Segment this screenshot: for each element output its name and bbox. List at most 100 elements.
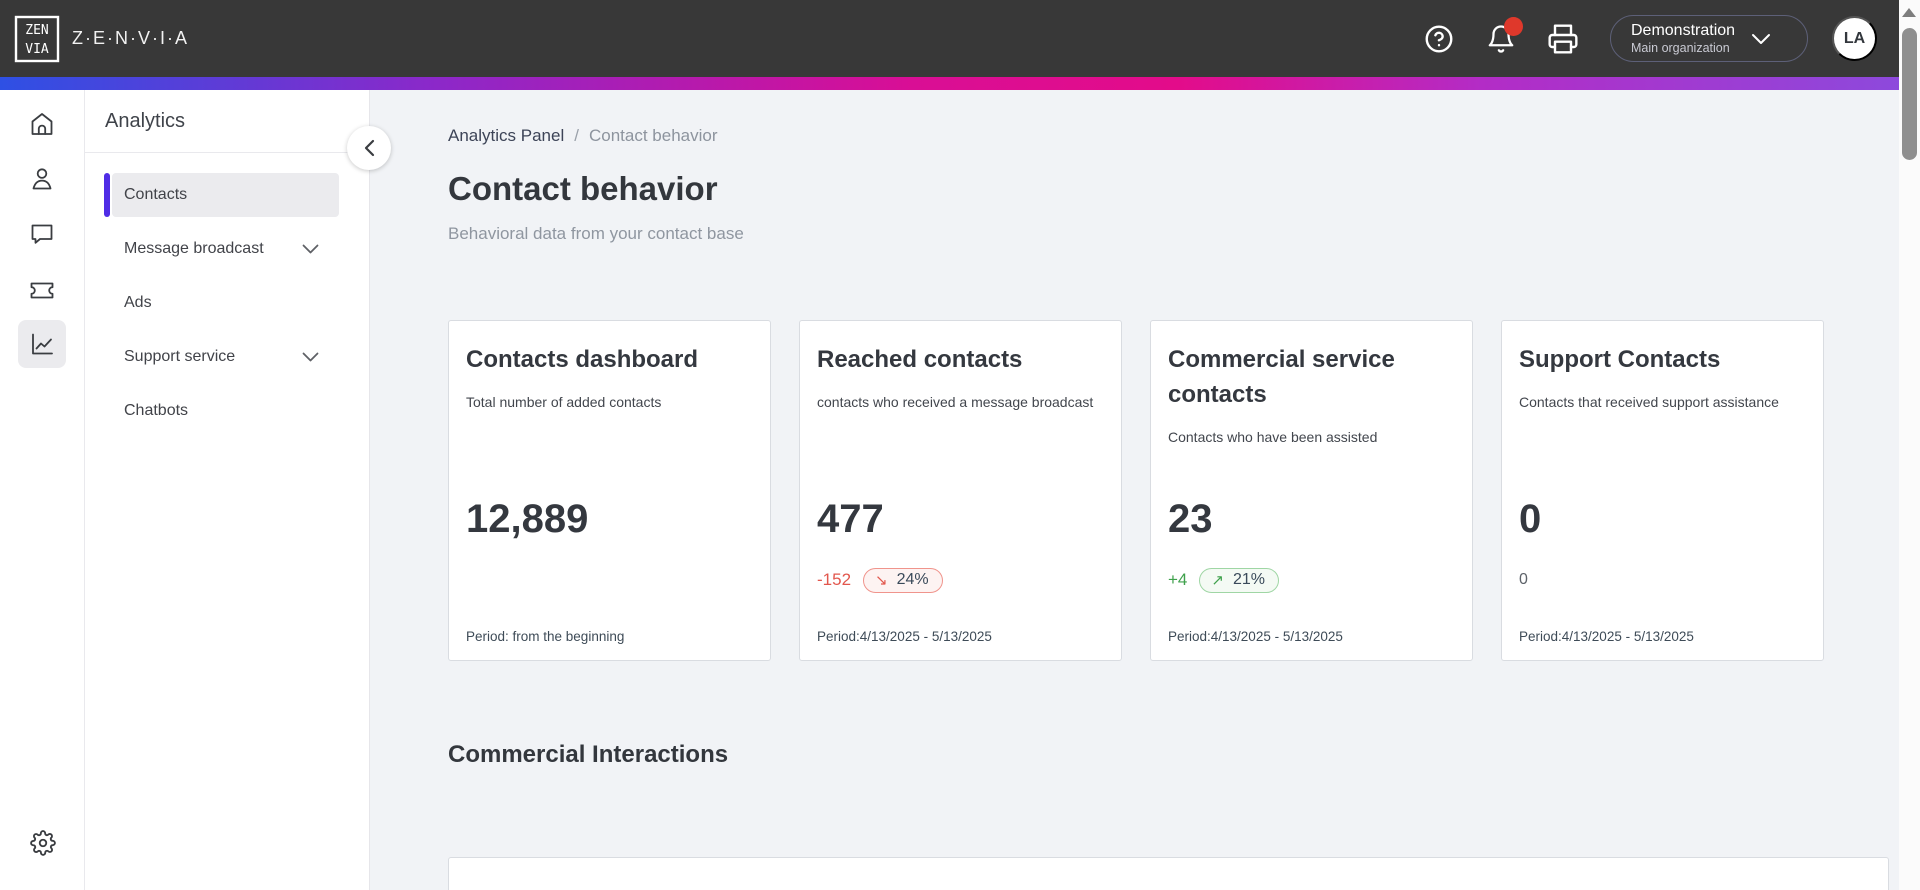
metric-card-support-contacts: Support Contacts Contacts that received … <box>1501 320 1824 661</box>
top-bar: ZEN VIA Z·E·N·V·I·A Demonstration Main o… <box>0 0 1899 77</box>
zenvia-logo[interactable]: ZEN VIA Z·E·N·V·I·A <box>14 15 189 63</box>
breadcrumb: Analytics Panel / Contact behavior <box>448 126 1899 146</box>
active-item-indicator <box>104 281 110 325</box>
breadcrumb-analytics-panel-link[interactable]: Analytics Panel <box>448 126 565 145</box>
card-description: Total number of added contacts <box>466 393 662 410</box>
sidebar-item-support-service[interactable]: Support service <box>104 335 369 379</box>
card-description: Contacts who have been assisted <box>1168 428 1378 445</box>
brand-gradient-bar <box>0 77 1899 90</box>
active-item-indicator <box>104 227 110 271</box>
printer-icon <box>1548 23 1578 54</box>
card-title: Commercial service contacts <box>1168 346 1395 408</box>
sidebar-item-message-broadcast[interactable]: Message broadcast <box>104 227 369 271</box>
card-period: Period:4/13/2025 - 5/13/2025 <box>1168 629 1343 644</box>
chat-bubble-icon <box>31 224 53 244</box>
sidebar-menu: Contacts Message broadcast Ads Support s… <box>85 153 369 433</box>
card-value: 12,889 <box>466 497 589 541</box>
content-area: Analytics Contacts Message broadcast Ads… <box>0 90 1899 890</box>
card-title: Reached contacts <box>817 346 1023 373</box>
bell-icon <box>1488 24 1514 53</box>
sidebar-item-label: Ads <box>124 294 152 311</box>
card-title: Support Contacts <box>1519 346 1721 373</box>
card-delta: -152 <box>817 570 852 589</box>
org-switcher[interactable]: Demonstration Main organization <box>1610 15 1808 62</box>
chevron-down-icon <box>302 352 319 362</box>
rail-item-contacts[interactable] <box>18 155 66 203</box>
card-trend-row: -152 ↘ 24% <box>817 565 943 595</box>
active-item-indicator <box>104 173 110 217</box>
chevron-left-icon <box>364 139 374 157</box>
section-title-commercial-interactions: Commercial Interactions <box>448 741 729 768</box>
rail-item-conversations[interactable] <box>18 210 66 258</box>
breadcrumb-separator: / <box>574 126 579 145</box>
print-button[interactable] <box>1544 20 1582 58</box>
rail-item-analytics[interactable] <box>18 320 66 368</box>
sidebar-title: Analytics <box>105 109 186 132</box>
sidebar-item-label: Message broadcast <box>124 240 264 257</box>
card-period: Period:4/13/2025 - 5/13/2025 <box>817 629 992 644</box>
sidebar-item-contacts[interactable]: Contacts <box>104 173 369 217</box>
card-trend-row: +4 ↗ 21% <box>1168 565 1279 595</box>
trend-arrow-icon: ↗ <box>1211 571 1224 589</box>
card-value: 23 <box>1168 497 1213 541</box>
sidebar-item-chatbots[interactable]: Chatbots <box>104 389 369 433</box>
chevron-down-icon <box>1752 33 1771 44</box>
sidebar-item-label: Contacts <box>124 186 188 203</box>
metric-card-contacts-dashboard: Contacts dashboard Total number of added… <box>448 320 771 661</box>
org-name: Demonstration <box>1631 21 1736 39</box>
home-icon <box>31 113 53 135</box>
card-description: Contacts that received support assistanc… <box>1519 393 1779 410</box>
sidebar-collapse-button[interactable] <box>347 126 391 170</box>
zenvia-logo-icon: ZEN VIA <box>14 15 60 62</box>
cards-row: Contacts dashboard Total number of added… <box>448 320 1824 661</box>
breadcrumb-current: Contact behavior <box>588 126 718 145</box>
card-title: Contacts dashboard <box>466 346 699 373</box>
commercial-interactions-card-partial <box>448 857 1889 890</box>
sidebar-item-ads[interactable]: Ads <box>104 281 369 325</box>
trend-badge: ↘ 24% <box>863 567 943 593</box>
card-value: 477 <box>817 497 884 541</box>
main-panel: Analytics Panel / Contact behavior Conta… <box>370 90 1899 890</box>
scrollbar-up-arrow[interactable] <box>1902 8 1916 17</box>
card-period: Period: from the beginning <box>466 629 625 644</box>
scrollbar-thumb[interactable] <box>1902 28 1917 160</box>
gear-icon <box>29 830 56 856</box>
sidebar: Analytics Contacts Message broadcast Ads… <box>85 90 391 890</box>
icon-rail <box>0 90 85 890</box>
metric-card-reached-contacts: Reached contacts contacts who received a… <box>799 320 1122 661</box>
card-value: 0 <box>1519 497 1542 541</box>
trend-badge-value: 24% <box>896 570 929 588</box>
card-trend-row: 0 <box>1519 565 1528 595</box>
card-delta: +4 <box>1168 570 1188 589</box>
page-title: Contact behavior <box>448 170 718 207</box>
rail-item-tickets[interactable] <box>18 265 66 313</box>
page-scrollbar[interactable] <box>1899 0 1920 890</box>
notifications-button[interactable] <box>1482 16 1523 58</box>
trend-arrow-icon: ↘ <box>875 571 888 589</box>
active-item-indicator <box>104 335 110 379</box>
trend-badge-value: 21% <box>1232 570 1265 588</box>
svg-text:ZEN: ZEN <box>25 23 48 38</box>
chevron-down-icon <box>302 244 319 254</box>
card-period: Period:4/13/2025 - 5/13/2025 <box>1519 629 1694 644</box>
notification-dot <box>1504 16 1523 36</box>
card-delta: 0 <box>1519 571 1528 588</box>
help-button[interactable] <box>1420 20 1458 58</box>
person-icon <box>32 168 52 190</box>
analytics-chart-icon <box>32 333 53 355</box>
help-icon <box>1425 25 1453 52</box>
rail-item-home[interactable] <box>18 100 66 148</box>
rail-item-settings[interactable] <box>19 819 67 867</box>
brand-text: Z·E·N·V·I·A <box>72 28 189 48</box>
svg-text:VIA: VIA <box>25 42 49 57</box>
metric-card-commercial-service-contacts: Commercial service contacts Contacts who… <box>1150 320 1473 661</box>
ticket-icon <box>30 282 54 299</box>
sidebar-item-label: Support service <box>124 348 236 365</box>
active-item-indicator <box>104 389 110 433</box>
sidebar-header: Analytics <box>85 90 369 153</box>
card-description: contacts who received a message broadcas… <box>817 393 1094 410</box>
user-avatar[interactable]: LA <box>1832 16 1877 61</box>
page-subtitle: Behavioral data from your contact base <box>448 224 744 243</box>
org-sub-label: Main organization <box>1631 40 1730 55</box>
sidebar-item-label: Chatbots <box>124 402 189 419</box>
